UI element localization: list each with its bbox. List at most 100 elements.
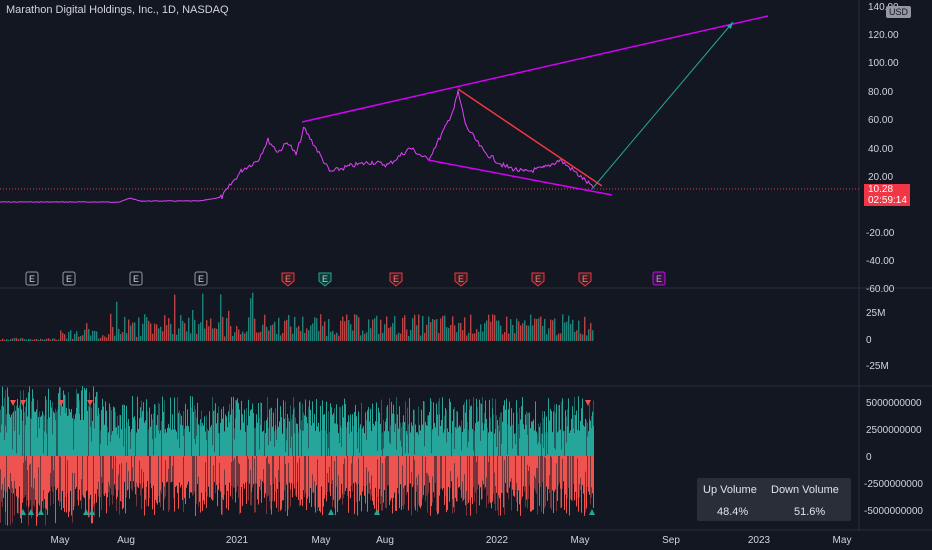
earnings-marker-box	[281, 272, 295, 287]
up-volume-bar	[440, 425, 441, 456]
down-volume-shade	[540, 456, 541, 487]
down-volume-bar	[517, 456, 518, 512]
down-volume-bar	[419, 456, 420, 507]
up-volume-bar	[18, 407, 19, 456]
volume-bar	[120, 334, 122, 341]
up-volume-shade	[377, 421, 378, 451]
down-volume-bar	[495, 456, 496, 511]
down-volume-bar	[39, 456, 40, 506]
lower-trendline[interactable]	[427, 159, 613, 196]
up-volume-bar	[210, 427, 211, 456]
currency-badge[interactable]: USD	[886, 6, 912, 18]
down-volume-bar	[423, 456, 424, 496]
earnings-marker[interactable]: E	[281, 272, 295, 287]
earnings-marker[interactable]: E	[318, 272, 332, 287]
time-axis-label: 2022	[486, 535, 509, 546]
up-volume-shade	[119, 414, 120, 439]
earnings-marker[interactable]: E	[62, 271, 76, 286]
up-volume-shade	[117, 415, 118, 435]
volume-bar	[372, 319, 374, 341]
down-volume-shade	[312, 474, 313, 493]
up-volume-bar	[529, 412, 530, 456]
up-volume-bar	[225, 414, 226, 456]
up-volume-bar	[286, 428, 287, 456]
volume-bar	[286, 319, 288, 341]
up-volume-shade	[480, 403, 481, 441]
up-volume-shade	[65, 395, 66, 413]
up-volume-bar	[483, 430, 484, 456]
up-volume-shade	[396, 397, 397, 450]
down-volume-bar	[17, 456, 18, 513]
down-volume-bar	[138, 456, 139, 489]
earnings-marker[interactable]: E	[652, 271, 666, 286]
down-volume-bar	[490, 456, 491, 504]
down-volume-shade	[440, 456, 441, 489]
earnings-marker[interactable]: E	[454, 272, 468, 287]
up-volume-shade	[94, 403, 95, 429]
volume-bar	[172, 334, 174, 341]
earnings-marker[interactable]: E	[389, 272, 403, 287]
updown-axis-label: 2500000000	[866, 425, 922, 436]
up-volume-bar	[306, 416, 307, 456]
up-volume-shade	[270, 408, 271, 441]
up-volume-shade	[259, 417, 260, 450]
up-volume-bar	[224, 431, 225, 456]
up-volume-bar	[271, 407, 272, 456]
up-volume-shade	[408, 424, 409, 454]
up-volume-shade	[43, 414, 44, 454]
down-volume-shade	[545, 458, 546, 507]
down-volume-bar	[229, 456, 230, 483]
down-volume-bar	[68, 456, 69, 518]
up-volume-bar	[15, 410, 16, 456]
earnings-marker[interactable]: E	[129, 271, 143, 286]
up-volume-bar	[45, 396, 46, 456]
up-volume-shade	[89, 392, 90, 407]
down-volume-bar	[548, 456, 549, 489]
up-volume-bar	[349, 421, 350, 456]
down-volume-bar	[349, 456, 350, 492]
down-volume-shade	[119, 464, 120, 515]
down-volume-shade	[236, 456, 237, 492]
earnings-marker[interactable]: E	[25, 271, 39, 286]
earnings-marker[interactable]: E	[194, 271, 208, 286]
up-volume-bar	[203, 425, 204, 456]
up-volume-shade	[199, 425, 200, 456]
volume-bar	[194, 319, 196, 341]
up-volume-bar	[376, 402, 377, 456]
up-volume-shade	[303, 412, 304, 431]
symbol-title[interactable]: Marathon Digital Holdings, Inc., 1D, NAS…	[6, 4, 229, 16]
up-volume-shade	[574, 397, 575, 434]
volume-bar	[538, 318, 540, 341]
projection-arrow[interactable]	[591, 21, 734, 190]
earnings-marker[interactable]: E	[578, 272, 592, 287]
down-volume-shade	[24, 456, 25, 497]
down-volume-shade	[113, 456, 114, 496]
up-volume-bar	[66, 407, 67, 456]
down-volume-bar	[391, 456, 392, 499]
down-volume-bar	[342, 456, 343, 505]
volume-bar	[578, 320, 580, 341]
up-triangle-marker	[28, 509, 34, 515]
volume-bar	[526, 325, 528, 341]
up-volume-bar	[443, 432, 444, 456]
down-volume-shade	[550, 456, 551, 509]
volume-bar	[412, 318, 414, 341]
down-volume-bar	[579, 456, 580, 498]
up-volume-bar	[365, 412, 366, 456]
up-volume-bar	[124, 404, 125, 456]
red-trendline[interactable]	[457, 88, 603, 187]
down-volume-bar	[563, 456, 564, 482]
volume-bar	[106, 337, 108, 341]
earnings-marker-box	[194, 271, 208, 286]
down-volume-bar	[463, 456, 464, 501]
up-volume-shade	[456, 411, 457, 429]
down-volume-shade	[527, 464, 528, 509]
volume-bar	[154, 323, 156, 341]
upper-trendline[interactable]	[301, 15, 769, 123]
up-volume-shade	[107, 426, 108, 446]
down-volume-bar	[421, 456, 422, 506]
earnings-marker[interactable]: E	[531, 272, 545, 287]
up-volume-bar	[277, 398, 278, 456]
